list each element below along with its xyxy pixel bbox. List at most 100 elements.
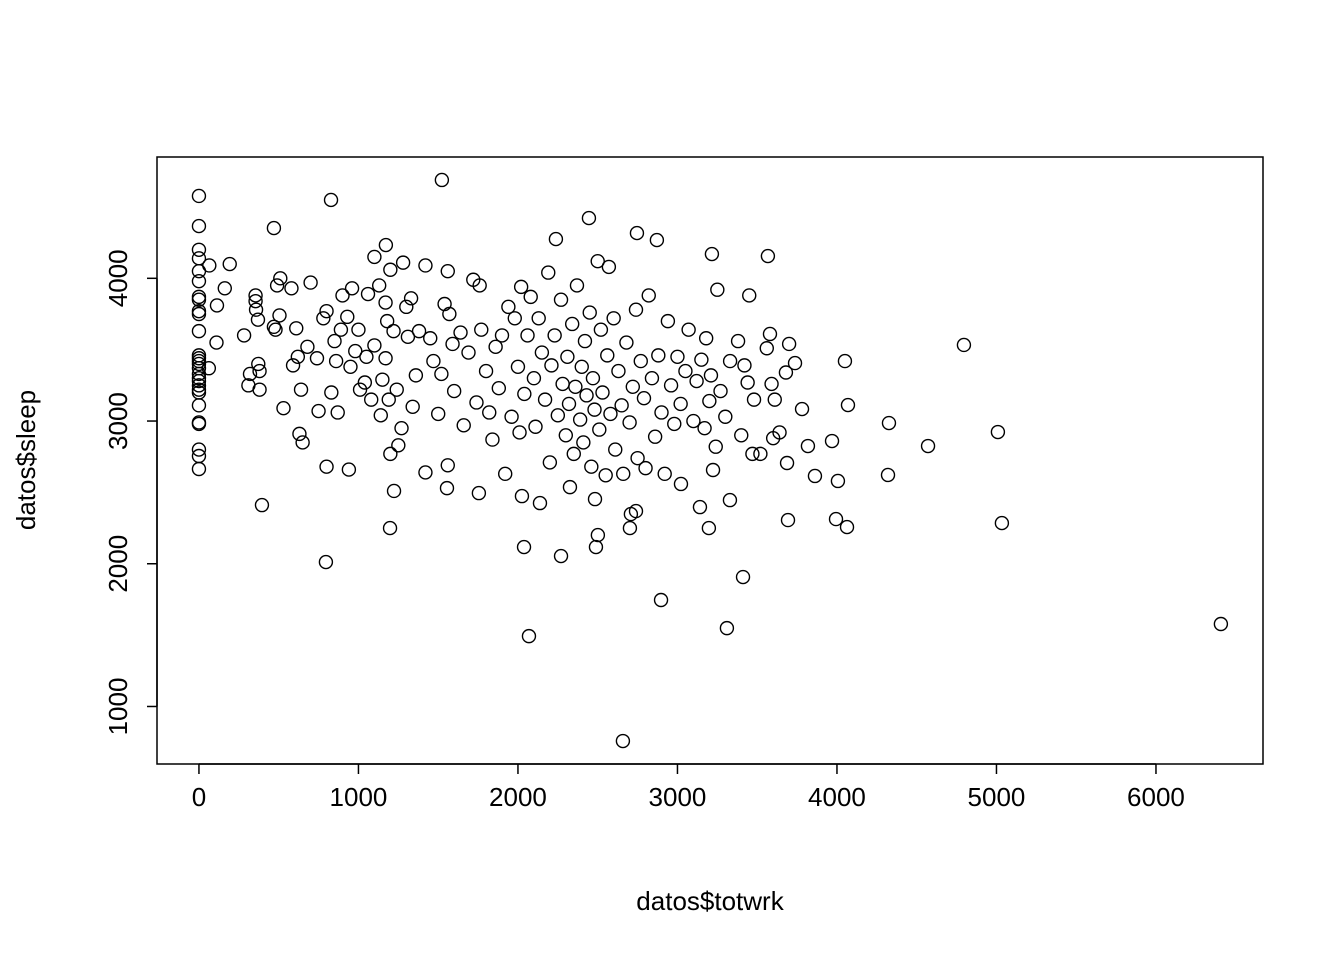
data-point (191, 218, 207, 234)
data-point (411, 323, 427, 339)
data-point (694, 352, 709, 367)
data-point (606, 311, 621, 326)
data-point (713, 383, 728, 399)
data-point (678, 363, 693, 379)
data-point (471, 485, 487, 501)
data-point (236, 328, 252, 343)
data-point (513, 279, 529, 295)
data-point (323, 192, 339, 208)
data-point (389, 382, 404, 397)
data-point (191, 398, 207, 413)
data-point (550, 408, 566, 423)
data-point (453, 325, 468, 340)
data-point (191, 323, 207, 339)
data-point (191, 289, 207, 305)
data-point (437, 296, 452, 312)
data-point (735, 569, 751, 585)
data-point (598, 468, 613, 483)
data-point (698, 331, 714, 346)
data-point (382, 520, 398, 536)
data-point (290, 349, 306, 365)
data-point (248, 293, 263, 309)
data-point (383, 262, 398, 277)
data-point (478, 363, 494, 379)
data-point (504, 409, 519, 424)
data-point (440, 263, 455, 279)
data-point (794, 401, 810, 417)
data-point (375, 372, 390, 387)
data-point (405, 399, 420, 414)
data-point (558, 428, 574, 443)
data-point (222, 256, 237, 272)
data-point (395, 255, 411, 270)
data-point (217, 281, 232, 296)
data-point (442, 306, 457, 322)
data-point (653, 592, 669, 608)
data-point (553, 292, 569, 307)
data-point (343, 359, 358, 375)
data-point (191, 292, 207, 307)
data-point (772, 425, 787, 440)
data-point (730, 333, 746, 349)
data-point (603, 406, 618, 422)
data-point (762, 326, 778, 342)
data-point (319, 303, 334, 319)
data-point (248, 302, 264, 317)
data-point (628, 302, 644, 317)
data-point (352, 382, 368, 397)
data-point (703, 368, 719, 383)
y-tick-label: 1000 (103, 678, 133, 736)
data-point (663, 378, 679, 393)
data-point (628, 503, 644, 519)
data-point (191, 378, 207, 393)
data-point (289, 321, 304, 336)
data-point (272, 308, 287, 323)
data-point (548, 231, 564, 247)
data-point (501, 299, 516, 315)
data-point (667, 416, 682, 432)
data-point (341, 462, 357, 477)
data-point (191, 416, 207, 432)
data-point (324, 385, 339, 400)
x-axis: 0 1000 2000 3000 4000 5000 6000 (192, 763, 1185, 812)
data-point (357, 375, 373, 390)
data-point (252, 363, 267, 379)
data-point (780, 512, 796, 528)
data-point (209, 335, 224, 350)
data-point (590, 253, 605, 269)
data-point (461, 345, 476, 360)
data-point (839, 519, 855, 535)
data-point (560, 349, 575, 365)
data-point (534, 345, 550, 360)
data-point (651, 348, 666, 363)
data-point (335, 288, 350, 303)
data-point (303, 275, 318, 290)
data-point (657, 466, 672, 482)
data-point (745, 446, 760, 462)
data-point (318, 554, 334, 570)
data-point (994, 515, 1010, 531)
data-point (191, 306, 207, 322)
data-point (328, 353, 344, 369)
data-point (191, 461, 207, 477)
data-point (587, 491, 603, 507)
data-point (309, 351, 325, 366)
data-point (681, 322, 696, 337)
y-axis-label: datos$sleep (11, 390, 41, 530)
data-point (523, 289, 538, 305)
data-point (359, 349, 374, 365)
data-point (202, 258, 217, 273)
data-point (654, 405, 669, 420)
data-point (521, 628, 537, 644)
x-tick-label: 3000 (649, 782, 707, 812)
data-point (344, 281, 360, 296)
data-point (600, 348, 615, 363)
data-point (660, 313, 676, 329)
x-tick-label: 1000 (330, 782, 388, 812)
y-tick-label: 2000 (103, 535, 133, 593)
data-point (191, 356, 207, 372)
data-point (779, 455, 795, 471)
y-axis: 1000 2000 3000 4000 (103, 249, 158, 736)
data-point (572, 412, 588, 427)
